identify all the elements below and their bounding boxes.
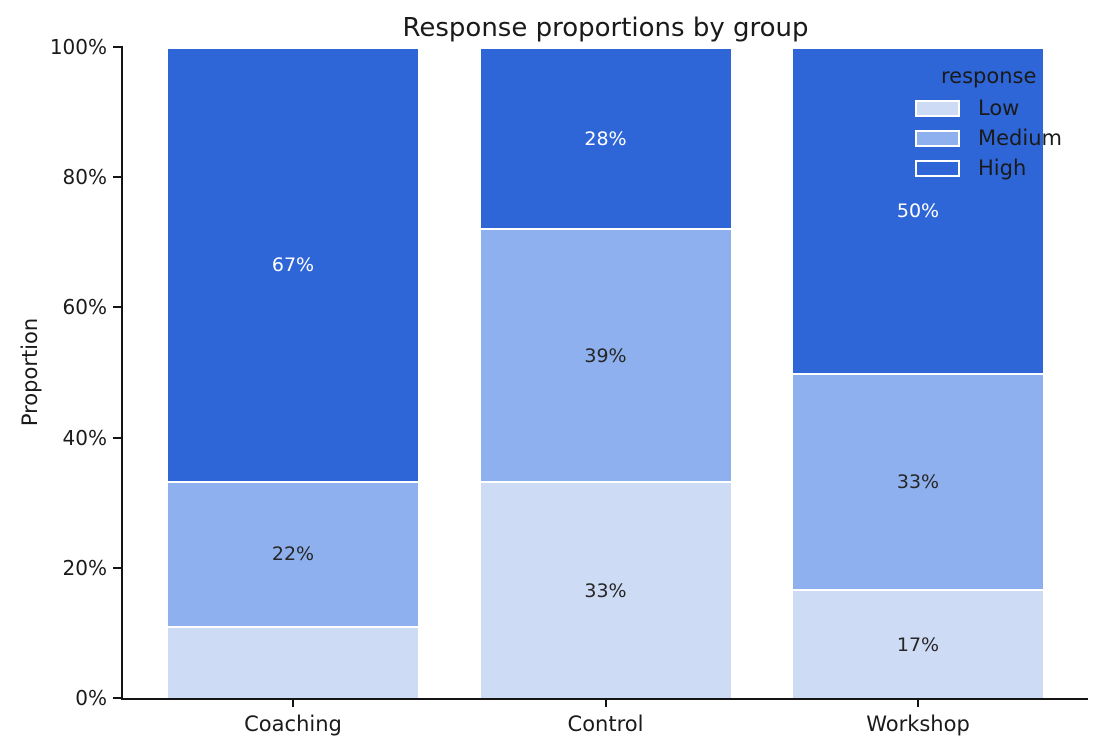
y-tick-label: 40% xyxy=(62,425,107,450)
bar-segment-low xyxy=(168,625,418,698)
legend-title: response xyxy=(941,64,1037,88)
legend-swatch-medium xyxy=(915,129,960,147)
x-tick-label: Coaching xyxy=(244,712,342,736)
bar-segment-medium: 39% xyxy=(480,227,731,482)
x-tick-mark xyxy=(917,698,919,707)
y-tick-label: 20% xyxy=(62,555,107,580)
y-tick-label: 100% xyxy=(49,35,107,59)
y-axis-line xyxy=(121,47,123,700)
y-tick-mark xyxy=(113,566,123,569)
x-tick-label: Control xyxy=(567,712,644,736)
bar-segment-medium: 22% xyxy=(168,481,418,626)
legend-swatch-low xyxy=(915,99,960,117)
x-tick-mark xyxy=(292,698,294,707)
y-axis-label: Proportion xyxy=(18,317,42,427)
y-tick-mark xyxy=(113,176,123,179)
legend: response Low Medium High xyxy=(915,63,1104,187)
bar-segment-low: 33% xyxy=(480,481,731,698)
bar-control: 33% 39% 28% xyxy=(480,47,731,698)
bar-value-label: 33% xyxy=(896,470,940,493)
bar-value-label: 17% xyxy=(896,633,940,656)
y-tick-label: 60% xyxy=(62,295,107,320)
bar-value-label: 22% xyxy=(271,543,315,566)
bar-value-label: 28% xyxy=(584,127,627,150)
bar-value-label: 39% xyxy=(584,344,627,367)
bar-segment-high: 28% xyxy=(480,47,731,228)
x-tick-mark xyxy=(604,698,607,707)
legend-item-medium: Medium xyxy=(915,127,1104,149)
legend-item-low: Low xyxy=(915,97,1104,119)
bar-value-label: 50% xyxy=(896,199,940,222)
bar-segment-low: 17% xyxy=(793,589,1043,698)
bar-coaching: 22% 67% xyxy=(168,47,418,698)
legend-item-high: High xyxy=(915,157,1104,179)
legend-label-high: High xyxy=(978,156,1027,180)
y-tick-mark xyxy=(113,697,123,699)
y-tick-label: 0% xyxy=(75,686,107,710)
bar-segment-medium: 33% xyxy=(793,372,1043,590)
legend-label-low: Low xyxy=(978,96,1020,120)
x-tick-label: Workshop xyxy=(866,712,970,736)
legend-swatch-high xyxy=(915,159,960,177)
chart-title: Response proportions by group xyxy=(402,13,809,43)
bar-value-label: 67% xyxy=(271,254,315,277)
y-tick-mark xyxy=(113,306,123,309)
legend-label-medium: Medium xyxy=(978,126,1062,150)
y-tick-mark xyxy=(113,436,123,439)
y-tick-mark xyxy=(113,46,123,48)
bar-value-label: 33% xyxy=(584,579,627,602)
bar-segment-high: 67% xyxy=(168,47,418,482)
y-tick-label: 80% xyxy=(62,165,107,190)
